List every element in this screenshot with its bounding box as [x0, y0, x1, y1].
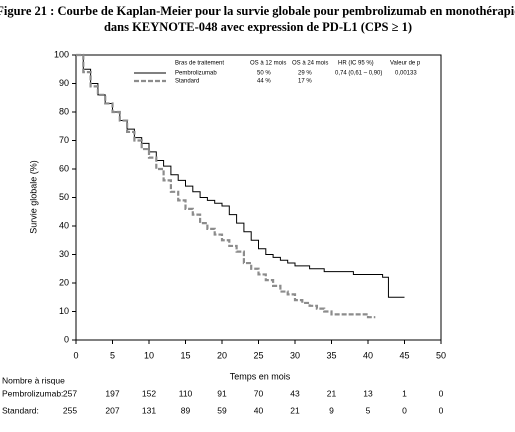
y-tick-label: 100: [54, 49, 69, 59]
legend-cell: 29 %: [298, 71, 312, 77]
x-tick-label: 35: [326, 350, 336, 360]
y-tick-label: 60: [59, 163, 69, 173]
legend-header: OS à 12 mois: [250, 61, 286, 67]
x-tick-label: 5: [110, 350, 115, 360]
x-axis-label: Temps en mois: [230, 371, 291, 381]
legend-label: Pembrolizumab: [175, 71, 217, 77]
at-risk-value: 110: [179, 388, 193, 398]
y-tick-label: 90: [59, 78, 69, 88]
at-risk-value: 207: [105, 405, 119, 415]
y-tick-label: 30: [59, 249, 69, 259]
at-risk-value: 70: [254, 388, 264, 398]
km-curve: [76, 53, 376, 319]
x-tick-label: 10: [144, 350, 154, 360]
at-risk-value: 9: [329, 405, 334, 415]
plot-frame: [75, 54, 442, 341]
at-risk-value: 43: [290, 388, 300, 398]
x-tick-label: 25: [253, 350, 263, 360]
y-tick-label: 80: [59, 106, 69, 116]
y-tick-label: 0: [64, 334, 69, 344]
y-tick-label: 50: [59, 192, 69, 202]
at-risk-value: 91: [217, 388, 227, 398]
legend-cell: 50 %: [257, 71, 271, 77]
at-risk-title: Nombre à risque: [2, 375, 65, 385]
at-risk-value: 131: [142, 405, 156, 415]
at-risk-value: 21: [327, 388, 337, 398]
y-axis-label: Survie globale (%): [28, 160, 38, 234]
at-risk-value: 0: [439, 405, 444, 415]
y-tick-label: 20: [59, 277, 69, 287]
y-tick-label: 70: [59, 135, 69, 145]
x-tick-label: 50: [436, 350, 446, 360]
x-tick-label: 0: [73, 350, 78, 360]
at-risk-label: Standard:: [2, 405, 39, 415]
y-tick-label: 40: [59, 220, 69, 230]
x-tick-label: 15: [180, 350, 190, 360]
legend-label: Standard: [175, 79, 199, 85]
at-risk-value: 59: [217, 405, 227, 415]
at-risk-value: 0: [402, 405, 407, 415]
at-risk-value: 152: [142, 388, 156, 398]
at-risk-value: 21: [290, 405, 300, 415]
legend-header: Valeur de p: [390, 61, 421, 67]
legend-cell: 0,74 (0,61 – 0,90): [335, 71, 382, 77]
x-tick-label: 40: [363, 350, 373, 360]
at-risk-value: 13: [363, 388, 373, 398]
at-risk-label: Pembrolizumab:: [2, 388, 63, 398]
legend-header: OS à 24 mois: [292, 61, 328, 67]
at-risk-value: 89: [181, 405, 191, 415]
legend-cell: 17 %: [298, 79, 312, 85]
at-risk-value: 257: [63, 388, 77, 398]
at-risk-value: 197: [105, 388, 119, 398]
x-tick-label: 30: [290, 350, 300, 360]
km-curve: [76, 54, 405, 298]
at-risk-value: 40: [254, 405, 264, 415]
chart-title: dans KEYNOTE-048 avec expression de PD-L…: [104, 20, 412, 34]
at-risk-value: 1: [402, 388, 407, 398]
x-tick-label: 20: [217, 350, 227, 360]
y-tick-label: 10: [59, 306, 69, 316]
at-risk-value: 0: [439, 388, 444, 398]
legend-header: HR (IC 95 %): [338, 61, 374, 67]
chart-title: Figure 21 : Courbe de Kaplan-Meier pour …: [0, 4, 515, 18]
legend-cell: 44 %: [257, 79, 271, 85]
legend-cell: 0,00133: [395, 71, 417, 77]
at-risk-value: 255: [63, 405, 77, 415]
x-tick-label: 45: [399, 350, 409, 360]
at-risk-value: 5: [366, 405, 371, 415]
legend-header: Bras de traitement: [175, 61, 224, 67]
